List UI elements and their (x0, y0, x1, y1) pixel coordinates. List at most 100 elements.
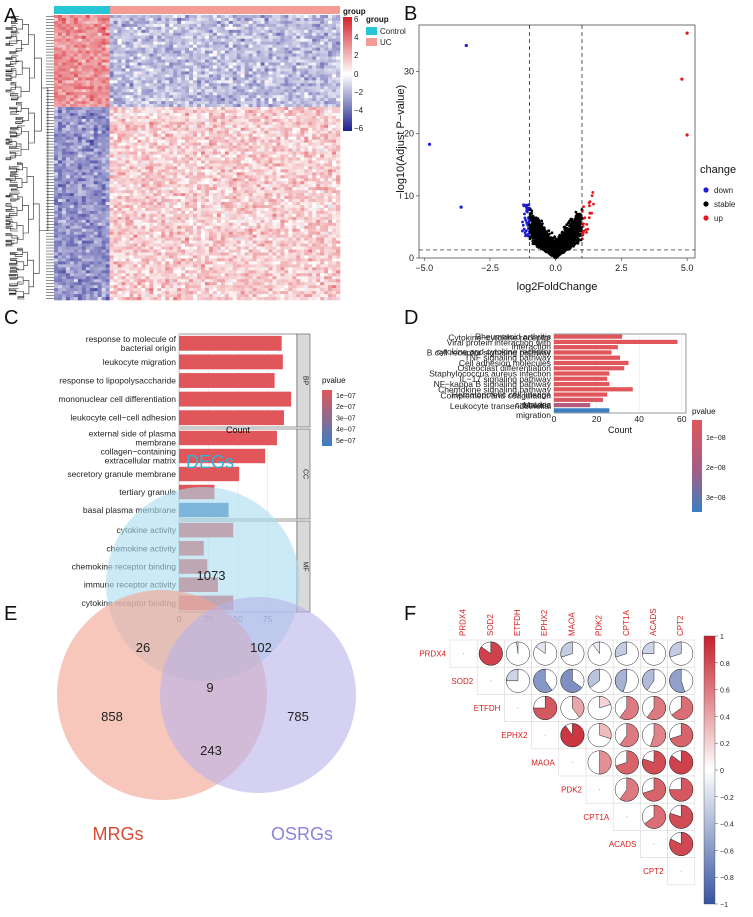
heatmap-cell (304, 175, 309, 179)
heatmap-cell (252, 62, 257, 66)
heatmap-cell (165, 115, 170, 120)
heatmap-cell (320, 133, 325, 138)
heatmap-cell (137, 50, 142, 54)
heatmap-cell (208, 62, 214, 66)
heatmap-cell (113, 145, 118, 149)
heatmap-cell (77, 115, 83, 120)
heatmap-cell (69, 50, 75, 54)
heatmap-cell (193, 160, 198, 164)
heatmap-cell (312, 95, 317, 99)
heatmap-cell (232, 101, 238, 105)
heatmap-cell (228, 77, 234, 81)
heatmap-cell (240, 178, 245, 182)
heatmap-cell (173, 196, 178, 200)
heatmap-cell (336, 130, 341, 135)
heatmap-cell (121, 83, 126, 87)
heatmap-cell (300, 50, 305, 54)
heatmap-cell (240, 205, 245, 209)
heatmap-cell (141, 29, 146, 34)
heatmap-cell (169, 98, 174, 102)
heatmap-cell (300, 47, 305, 51)
heatmap-cell (224, 59, 230, 63)
heatmap-cell (300, 207, 305, 212)
heatmap-cell (137, 53, 142, 57)
heatmap-cell (117, 178, 122, 182)
heatmap-cell (260, 181, 265, 185)
heatmap-cell (149, 202, 154, 206)
heatmap-cell (109, 199, 114, 203)
heatmap-cell (161, 172, 166, 176)
heatmap-cell (296, 136, 301, 140)
heatmap-cell (228, 59, 234, 63)
heatmap-cell (189, 154, 194, 158)
heatmap-cell (141, 65, 146, 69)
heatmap-cell (328, 65, 333, 69)
heatmap-cell (292, 145, 297, 149)
heatmap-cell (288, 62, 293, 66)
heatmap-cell (212, 148, 218, 152)
heatmap-cell (324, 130, 329, 135)
heatmap-cell (85, 86, 91, 90)
heatmap-cell (125, 160, 130, 164)
heatmap-cell (256, 26, 261, 31)
heatmap-cell (248, 50, 253, 54)
heatmap-cell (224, 104, 230, 108)
heatmap-cell (145, 130, 150, 135)
heatmap-cell (296, 110, 301, 114)
heatmap-cell (113, 77, 118, 81)
heatmap-cell (260, 207, 265, 212)
heatmap-cell (153, 127, 158, 132)
heatmap-cell (69, 74, 75, 78)
heatmap-cell (149, 124, 154, 129)
heatmap-cell (224, 145, 230, 149)
heatmap-cell (228, 199, 234, 203)
heatmap-cell (54, 59, 59, 63)
heatmap-cell (308, 41, 313, 45)
heatmap-cell (220, 139, 226, 143)
dendrogram-branch (15, 249, 23, 255)
heatmap-cell (308, 151, 313, 155)
heatmap-cell (165, 50, 170, 54)
heatmap-cell (121, 44, 126, 48)
heatmap-cell (69, 157, 75, 161)
heatmap-cell (89, 151, 95, 155)
heatmap-cell (97, 127, 102, 132)
heatmap-cell (312, 17, 317, 22)
heatmap-cell (244, 157, 249, 161)
heatmap-cell (308, 101, 313, 105)
heatmap-cell (288, 115, 293, 120)
heatmap-cell (197, 23, 202, 28)
heatmap-cell (236, 148, 241, 152)
heatmap-cell (173, 92, 178, 96)
heatmap-cell (54, 187, 59, 191)
heatmap-cell (260, 23, 265, 28)
heatmap-cell (240, 104, 245, 108)
heatmap-cell (69, 190, 75, 194)
heatmap-cell (69, 118, 75, 123)
heatmap-cell (224, 160, 230, 164)
heatmap-cell (292, 133, 297, 138)
heatmap-cell (204, 175, 210, 179)
heatmap-cell (216, 202, 222, 206)
heatmap-cell (73, 118, 79, 123)
heatmap-cell (137, 205, 142, 209)
heatmap-cell (133, 130, 138, 135)
heatmap-cell (220, 160, 226, 164)
heatmap-cell (77, 77, 83, 81)
heatmap-cell (328, 32, 333, 37)
heatmap-cell (328, 127, 333, 132)
heatmap-cell (149, 59, 154, 63)
heatmap-cell (153, 68, 158, 72)
heatmap-cell (93, 38, 98, 43)
heatmap-cell (332, 35, 337, 40)
heatmap-cell (240, 74, 245, 78)
heatmap-cell (316, 136, 321, 140)
heatmap-cell (185, 56, 190, 60)
heatmap-cell (268, 29, 273, 34)
heatmap-cell (137, 124, 142, 129)
heatmap-cell (109, 139, 114, 143)
heatmap-cell (224, 202, 230, 206)
heatmap-cell (248, 172, 253, 176)
heatmap-cell (177, 139, 182, 143)
heatmap-cell (256, 17, 261, 22)
